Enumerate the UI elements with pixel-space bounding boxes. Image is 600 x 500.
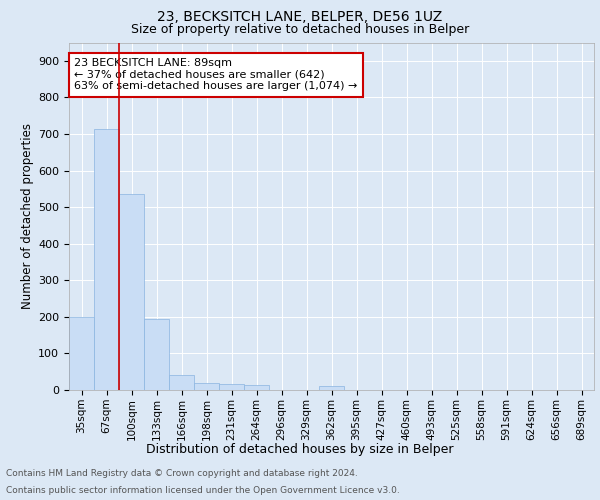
Bar [194, 382, 219, 390]
Bar [169, 374, 194, 390]
Text: 23 BECKSITCH LANE: 89sqm
← 37% of detached houses are smaller (642)
63% of semi-: 23 BECKSITCH LANE: 89sqm ← 37% of detach… [74, 58, 358, 92]
Bar [244, 385, 269, 390]
Bar [319, 386, 344, 390]
Y-axis label: Number of detached properties: Number of detached properties [21, 123, 34, 309]
Bar [119, 194, 144, 390]
Text: Contains HM Land Registry data © Crown copyright and database right 2024.: Contains HM Land Registry data © Crown c… [6, 468, 358, 477]
Text: Size of property relative to detached houses in Belper: Size of property relative to detached ho… [131, 22, 469, 36]
Text: 23, BECKSITCH LANE, BELPER, DE56 1UZ: 23, BECKSITCH LANE, BELPER, DE56 1UZ [157, 10, 443, 24]
Bar [69, 317, 94, 390]
Bar [219, 384, 244, 390]
Bar [144, 318, 169, 390]
Text: Contains public sector information licensed under the Open Government Licence v3: Contains public sector information licen… [6, 486, 400, 495]
Text: Distribution of detached houses by size in Belper: Distribution of detached houses by size … [146, 442, 454, 456]
Bar [94, 129, 119, 390]
